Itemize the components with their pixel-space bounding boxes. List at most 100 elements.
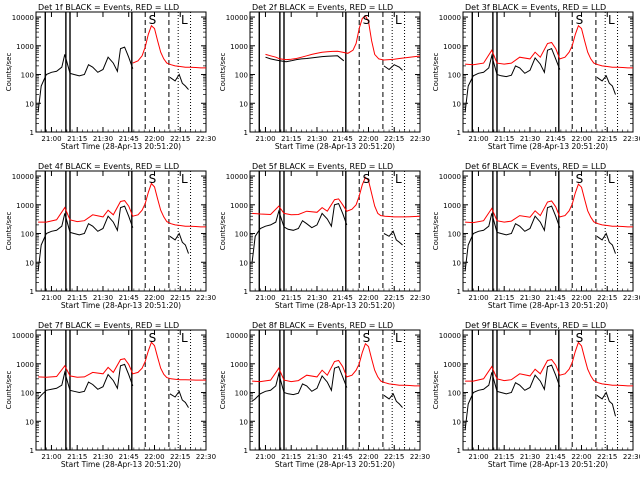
y-tick-label: 10 bbox=[452, 100, 461, 108]
x-tick-label: 21:15 bbox=[67, 135, 87, 143]
y-tick-label: 1 bbox=[244, 447, 248, 455]
x-tick-label: 21:15 bbox=[494, 135, 514, 143]
y-tick-label: 10000 bbox=[226, 332, 248, 340]
y-tick-label: 1000 bbox=[16, 43, 34, 51]
plot-frame bbox=[462, 170, 634, 292]
events-series-line bbox=[383, 392, 403, 408]
y-axis-label: Counts/sec bbox=[219, 212, 227, 251]
events-series-line bbox=[464, 205, 561, 271]
y-tick-label: 1000 bbox=[443, 202, 461, 210]
events-series-line bbox=[37, 46, 134, 112]
detector-panel: Det 4f BLACK = Events, RED = LLD 1 10 100 10… bbox=[5, 162, 216, 310]
y-tick-label: 1000 bbox=[443, 43, 461, 51]
x-tick-label: 21:45 bbox=[546, 135, 566, 143]
events-series-line bbox=[596, 74, 616, 95]
detector-panel: Det 5f BLACK = Events, RED = LLD 1 10 100 10… bbox=[219, 162, 430, 310]
x-tick-label: 22:15 bbox=[597, 135, 617, 143]
y-tick-label: 1 bbox=[457, 288, 461, 296]
detector-panel: Det 2f BLACK = Events, RED = LLD 1 10 100 10… bbox=[219, 3, 430, 151]
lld-series-line bbox=[38, 182, 206, 228]
x-tick-label: 21:30 bbox=[307, 453, 327, 461]
detector-panel: Det 1f BLACK = Events, RED = LLD 1 10 100 10… bbox=[5, 3, 216, 151]
x-tick-label: 21:00 bbox=[41, 294, 61, 302]
plot-frame bbox=[462, 329, 634, 451]
panel-title: Det 3f BLACK = Events, RED = LLD bbox=[465, 3, 606, 12]
y-tick-label: 10000 bbox=[226, 14, 248, 22]
y-tick-label: 1000 bbox=[230, 361, 248, 369]
y-tick-label: 10 bbox=[239, 418, 248, 426]
y-axis-label: Counts/sec bbox=[432, 371, 440, 410]
x-tick-label: 21:00 bbox=[468, 453, 488, 461]
y-tick-label: 10 bbox=[25, 100, 34, 108]
panel-title: Det 9f BLACK = Events, RED = LLD bbox=[465, 321, 606, 330]
x-tick-label: 21:00 bbox=[468, 294, 488, 302]
x-axis-label: Start Time (28-Apr-13 20:51:20) bbox=[61, 301, 181, 310]
plot-frame bbox=[249, 170, 421, 292]
y-tick-label: 100 bbox=[448, 390, 461, 398]
x-tick-label: 21:45 bbox=[333, 294, 353, 302]
marker-letter: L bbox=[608, 172, 615, 186]
y-tick-label: 10000 bbox=[439, 173, 461, 181]
y-tick-label: 1000 bbox=[230, 43, 248, 51]
y-axis-label: Counts/sec bbox=[5, 53, 13, 92]
detector-panel: Det 6f BLACK = Events, RED = LLD 1 10 100 10… bbox=[432, 162, 640, 310]
panel-title: Det 7f BLACK = Events, RED = LLD bbox=[38, 321, 179, 330]
x-tick-label: 21:00 bbox=[41, 453, 61, 461]
x-tick-label: 21:30 bbox=[520, 453, 540, 461]
events-series-line bbox=[251, 365, 348, 402]
x-tick-label: 21:15 bbox=[494, 294, 514, 302]
y-tick-label: 1 bbox=[30, 129, 34, 137]
y-tick-label: 10000 bbox=[12, 173, 34, 181]
y-axis-label: Counts/sec bbox=[5, 371, 13, 410]
x-axis-label: Start Time (28-Apr-13 20:51:20) bbox=[275, 460, 395, 469]
events-series-line bbox=[169, 390, 189, 408]
x-tick-label: 22:30 bbox=[410, 453, 430, 461]
y-tick-label: 100 bbox=[235, 390, 248, 398]
y-tick-label: 1000 bbox=[230, 202, 248, 210]
panel-title: Det 2f BLACK = Events, RED = LLD bbox=[252, 3, 393, 12]
x-axis-label: Start Time (28-Apr-13 20:51:20) bbox=[61, 142, 181, 151]
panel-title: Det 4f BLACK = Events, RED = LLD bbox=[38, 162, 179, 171]
x-tick-label: 21:15 bbox=[281, 453, 301, 461]
plot-frame bbox=[35, 329, 207, 451]
x-axis-label: Start Time (28-Apr-13 20:51:20) bbox=[488, 301, 608, 310]
marker-letter: S bbox=[149, 13, 157, 27]
marker-letter: L bbox=[608, 331, 615, 345]
x-axis-label: Start Time (28-Apr-13 20:51:20) bbox=[488, 142, 608, 151]
y-axis-label: Counts/sec bbox=[5, 212, 13, 251]
x-tick-label: 21:30 bbox=[93, 294, 113, 302]
x-tick-label: 21:30 bbox=[93, 453, 113, 461]
x-tick-label: 22:15 bbox=[170, 294, 190, 302]
events-series-line bbox=[383, 230, 403, 246]
marker-letter: S bbox=[363, 172, 371, 186]
y-tick-label: 1 bbox=[457, 129, 461, 137]
x-tick-label: 22:30 bbox=[410, 294, 430, 302]
lld-series-line bbox=[132, 24, 206, 69]
y-tick-label: 10 bbox=[25, 418, 34, 426]
y-tick-label: 100 bbox=[21, 390, 34, 398]
x-tick-label: 22:30 bbox=[196, 294, 216, 302]
x-tick-label: 22:00 bbox=[571, 294, 591, 302]
y-axis-label: Counts/sec bbox=[432, 53, 440, 92]
x-tick-label: 22:00 bbox=[144, 294, 164, 302]
x-tick-label: 22:30 bbox=[623, 135, 640, 143]
y-tick-label: 10 bbox=[239, 100, 248, 108]
events-series-line bbox=[169, 73, 189, 90]
events-series-line bbox=[464, 364, 561, 430]
x-tick-label: 22:15 bbox=[170, 135, 190, 143]
x-tick-label: 21:45 bbox=[119, 294, 139, 302]
y-tick-label: 10 bbox=[239, 259, 248, 267]
lld-series-line bbox=[265, 15, 420, 61]
y-tick-label: 1000 bbox=[16, 361, 34, 369]
events-series-line bbox=[169, 232, 189, 254]
y-tick-label: 100 bbox=[235, 72, 248, 80]
marker-letter: L bbox=[608, 13, 615, 27]
plot-frame bbox=[35, 11, 207, 133]
plot-frame bbox=[462, 11, 634, 133]
x-tick-label: 21:45 bbox=[546, 453, 566, 461]
y-tick-label: 1000 bbox=[443, 361, 461, 369]
marker-letter: S bbox=[576, 13, 584, 27]
marker-letter: L bbox=[395, 331, 402, 345]
panel-title: Det 5f BLACK = Events, RED = LLD bbox=[252, 162, 393, 171]
